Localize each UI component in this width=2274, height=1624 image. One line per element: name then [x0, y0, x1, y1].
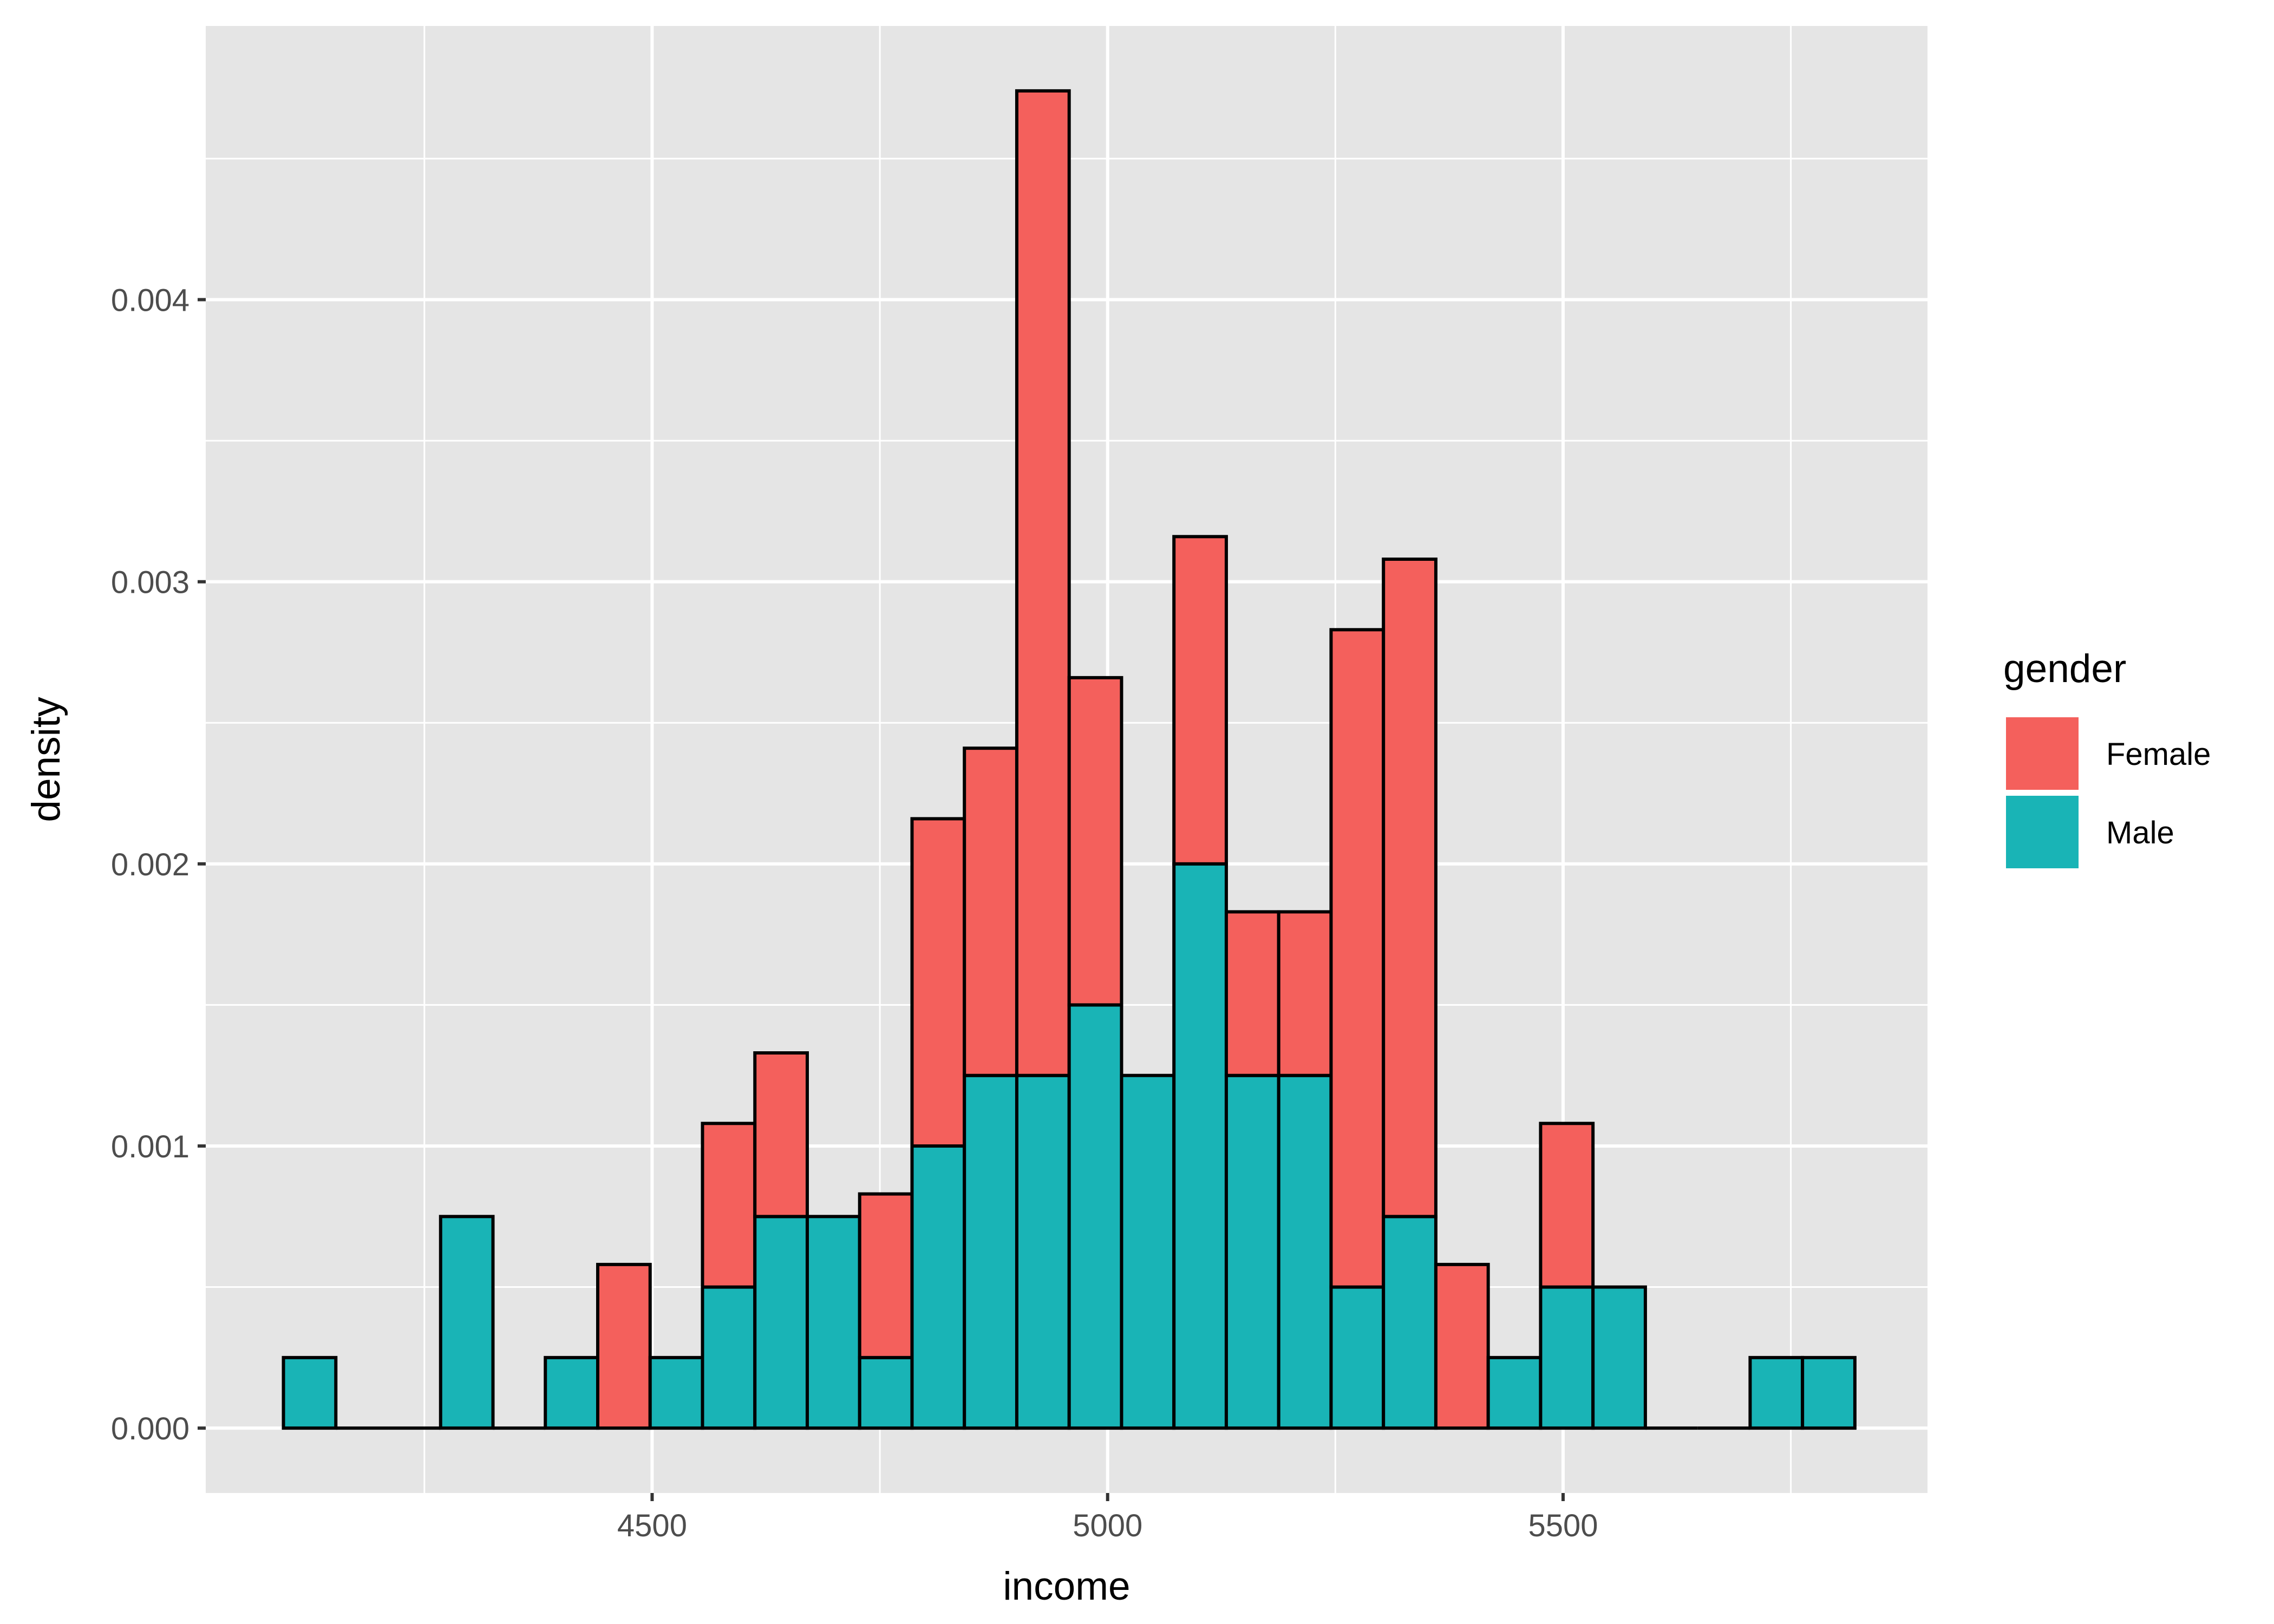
y-tick-label-3: 0.003 [111, 565, 190, 600]
legend-label-male: Male [2106, 815, 2174, 850]
x-tick-label-0: 4500 [617, 1508, 687, 1543]
bar-female-22 [1434, 1262, 1490, 1430]
bar-female-24 [1539, 1122, 1595, 1289]
bar-female-13 [963, 746, 1018, 1077]
bar-male-19 [1277, 1073, 1333, 1430]
bar-male-11 [858, 1355, 914, 1430]
bar-male-17 [1172, 862, 1228, 1430]
bar-female-14 [1015, 89, 1071, 1077]
bar-male-21 [1382, 1215, 1437, 1430]
bar-female-21 [1382, 557, 1437, 1219]
y-tick-label-4: 0.004 [111, 283, 190, 318]
x-axis: 4500 5000 5500 [617, 1493, 1598, 1543]
x-axis-title: income [1003, 1564, 1130, 1608]
x-tick-label-2: 5500 [1528, 1508, 1598, 1543]
bar-female-11 [858, 1192, 914, 1359]
bar-female-19 [1277, 910, 1333, 1077]
bar-female-17 [1172, 535, 1228, 866]
legend-label-female: Female [2106, 737, 2211, 772]
bar-male-10 [805, 1215, 861, 1430]
histogram-bars [282, 89, 1857, 1430]
bar-male-9 [753, 1215, 809, 1430]
bar-female-9 [753, 1051, 809, 1219]
bar-male-14 [1015, 1073, 1071, 1430]
bar-female-8 [701, 1122, 757, 1289]
bar-male-13 [963, 1073, 1018, 1430]
bar-male-8 [701, 1285, 757, 1430]
y-axis-title: density [24, 697, 68, 822]
bar-male-24 [1539, 1285, 1595, 1430]
x-tick-label-1: 5000 [1073, 1508, 1142, 1543]
bar-male-5 [544, 1355, 599, 1430]
bar-male-7 [648, 1355, 704, 1430]
legend: gender Female Male [2003, 647, 2211, 868]
y-tick-label-2: 0.002 [111, 847, 190, 882]
legend-title: gender [2003, 647, 2126, 691]
bar-male-18 [1224, 1073, 1280, 1430]
bar-male-23 [1486, 1355, 1543, 1430]
legend-key-male [2006, 796, 2079, 868]
bar-female-15 [1067, 676, 1123, 1007]
bar-male-12 [910, 1144, 966, 1430]
bar-female-18 [1224, 910, 1280, 1077]
legend-key-female [2006, 717, 2079, 790]
bar-male-16 [1120, 1073, 1176, 1430]
bar-male-15 [1067, 1003, 1123, 1430]
bar-male-28 [1748, 1355, 1805, 1430]
y-tick-label-0: 0.000 [111, 1411, 190, 1446]
bar-male-20 [1329, 1285, 1386, 1430]
bar-male-3 [439, 1215, 495, 1430]
bar-male-0 [282, 1355, 338, 1430]
y-axis: 0.000 0.001 0.002 0.003 0.004 [111, 283, 206, 1446]
bar-female-20 [1329, 628, 1386, 1289]
bar-female-12 [910, 817, 966, 1148]
y-tick-label-1: 0.001 [111, 1129, 190, 1164]
bar-female-6 [596, 1262, 652, 1430]
bar-male-25 [1591, 1285, 1647, 1430]
bar-male-29 [1801, 1355, 1857, 1430]
